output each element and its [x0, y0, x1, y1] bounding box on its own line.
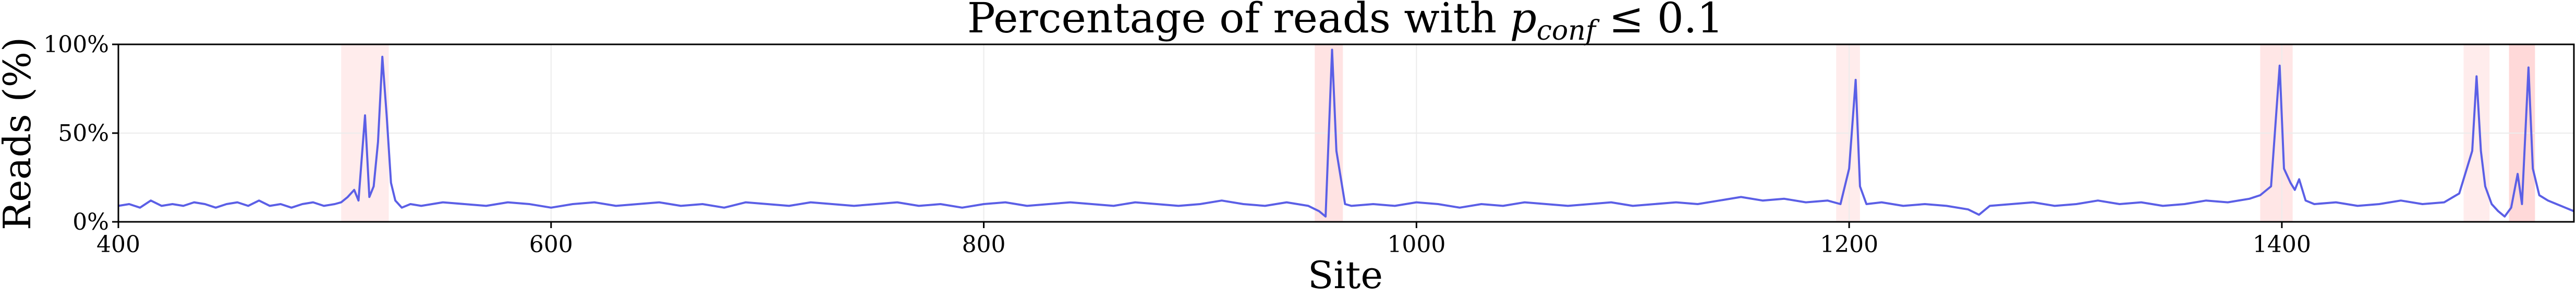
x-tick-label: 400	[96, 231, 140, 258]
title-relation: ≤ 0.1	[1596, 0, 1723, 42]
plot-frame	[117, 43, 2575, 223]
x-tick-label: 1000	[1387, 231, 1445, 258]
title-subscript: conf	[1537, 15, 1600, 46]
chart-title: Percentage of reads with pconf ≤ 0.1	[967, 0, 1723, 46]
x-tick-label: 1200	[1820, 231, 1878, 258]
x-tick-label: 600	[529, 231, 573, 258]
x-axis-label: Site	[1308, 253, 1383, 297]
title-text: Percentage of reads with	[967, 0, 1510, 42]
y-tick-label: 50%	[58, 120, 109, 147]
title-variable: p	[1510, 0, 1537, 42]
data-line	[118, 49, 2574, 218]
y-tick-label: 100%	[43, 31, 109, 58]
y-axis-label: Reads (%)	[0, 37, 39, 230]
x-tick-label: 800	[962, 231, 1006, 258]
y-tick-label: 0%	[72, 209, 109, 235]
x-tick-label: 1400	[2253, 231, 2311, 258]
